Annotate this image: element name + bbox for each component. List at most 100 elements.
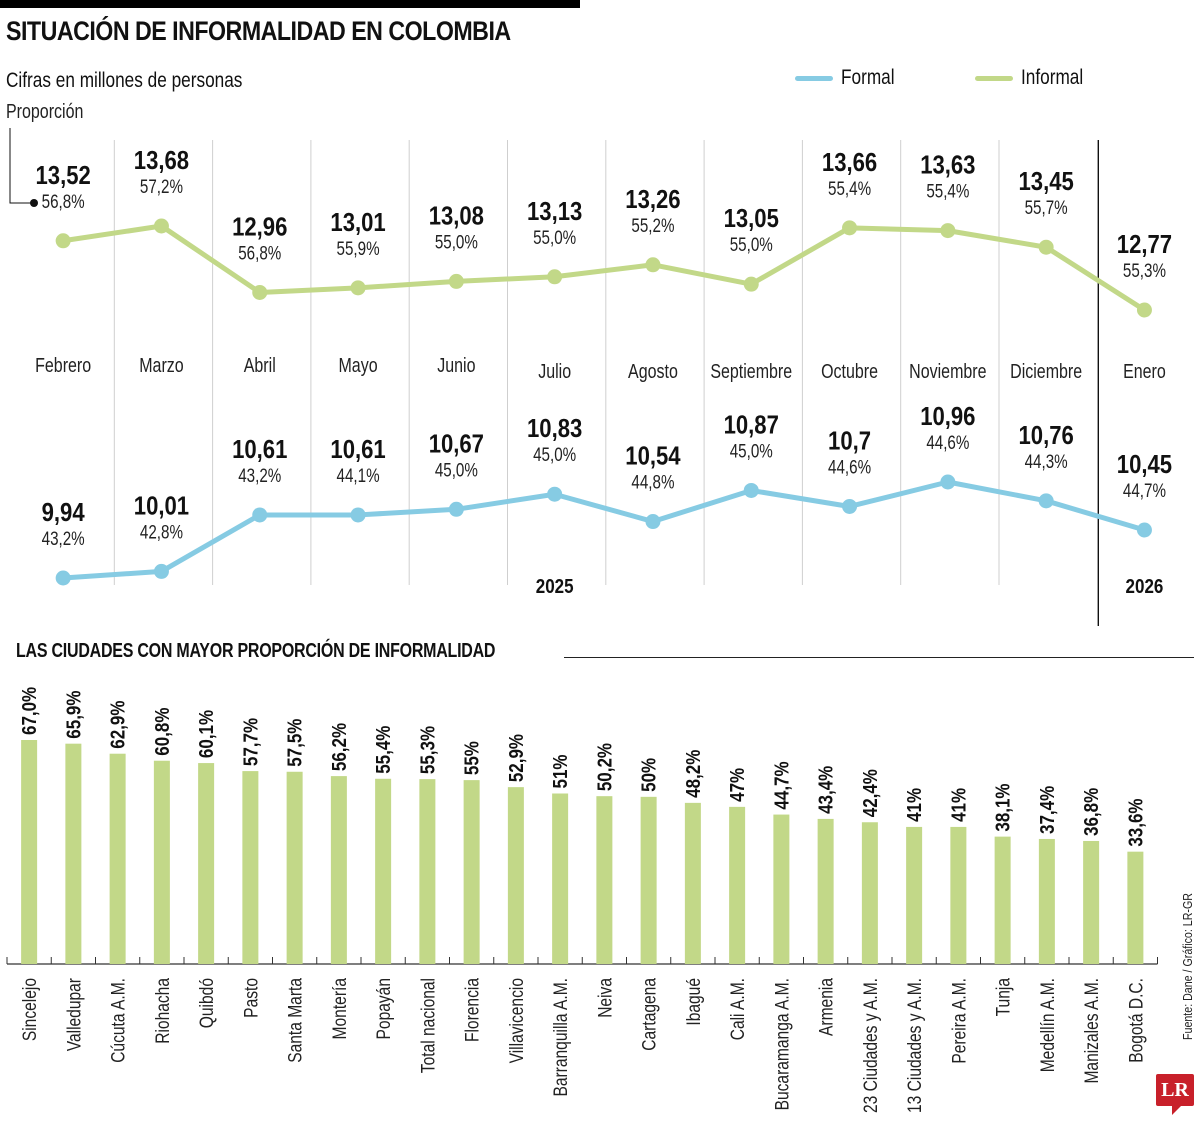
informal-value-label: 12,77 <box>1117 230 1172 259</box>
month-label: Mayo <box>338 354 377 376</box>
source-note: Fuente: Dane / Gráfico: LR-GR <box>1180 893 1195 1040</box>
bar-value-label: 65,9% <box>62 691 85 739</box>
formal-proportion-label: 42,8% <box>140 521 183 543</box>
formal-point <box>252 507 268 523</box>
bar-chart-title: LAS CIUDADES CON MAYOR PROPORCIÓN DE INF… <box>16 640 496 662</box>
informal-proportion-label: 55,2% <box>631 214 674 236</box>
bar-value-label: 55% <box>460 741 483 775</box>
bar <box>906 826 923 964</box>
proportion-pointer-line <box>9 128 33 204</box>
formal-value-label: 10,87 <box>724 411 779 440</box>
year-label: 2025 <box>536 575 574 598</box>
bar-category-label: Armenia <box>815 978 837 1036</box>
legend-item-informal: Informal <box>975 66 1097 90</box>
bar-category-label: Florencia <box>461 978 483 1042</box>
bar <box>153 760 170 964</box>
bar-value-label: 48,2% <box>682 750 705 798</box>
month-label: Diciembre <box>1010 360 1082 382</box>
bar-category-label: Neiva <box>594 978 616 1018</box>
bar-category-label: Total nacional <box>417 978 439 1073</box>
bar-value-label: 37,4% <box>1036 786 1059 834</box>
bar-value-label: 50,2% <box>593 743 616 791</box>
informal-point <box>547 269 563 285</box>
bar-category-label: Quibdó <box>196 978 218 1028</box>
bar-category-label: Cali A.M. <box>727 978 749 1040</box>
bar <box>21 740 38 964</box>
informal-value-label: 13,13 <box>527 197 582 226</box>
page-title: SITUACIÓN DE INFORMALIDAD EN COLOMBIA <box>6 16 511 46</box>
bar <box>1083 840 1100 964</box>
bar-category-label: 23 Ciudades y A.M. <box>859 978 881 1113</box>
bar-value-label: 60,1% <box>195 710 218 758</box>
month-label: Octubre <box>821 360 878 382</box>
bar-category-label: Cartagena <box>638 978 660 1051</box>
formal-proportion-label: 44,6% <box>926 431 969 453</box>
formal-point <box>645 514 661 530</box>
formal-point <box>55 570 71 586</box>
formal-point <box>842 498 858 514</box>
bar <box>994 836 1011 964</box>
bar-category-label: Pereira A.M. <box>948 978 970 1064</box>
informal-point <box>448 273 464 289</box>
bar-category-label: Villavicencio <box>505 978 527 1063</box>
bar-value-label: 57,5% <box>283 719 306 767</box>
informal-proportion-label: 55,0% <box>730 233 773 255</box>
year-label: 2026 <box>1126 575 1164 598</box>
formal-value-label: 10,96 <box>920 402 975 431</box>
formal-value-label: 10,45 <box>1117 450 1172 479</box>
formal-point <box>448 501 464 517</box>
bar-value-label: 52,9% <box>505 734 528 782</box>
bar <box>242 771 259 964</box>
formal-proportion-label: 44,1% <box>337 464 380 486</box>
bar-category-label: Bucaramanga A.M. <box>771 978 793 1110</box>
bar <box>684 802 701 964</box>
bar-value-label: 36,8% <box>1080 788 1103 836</box>
month-label: Febrero <box>35 354 91 376</box>
bar <box>552 793 569 964</box>
header-rule <box>0 0 580 8</box>
bar-value-label: 41% <box>947 788 970 822</box>
bar <box>375 778 392 964</box>
bar-value-label: 67,0% <box>18 687 41 735</box>
bar-category-label: Popayán <box>373 978 395 1039</box>
bar <box>507 787 524 964</box>
line-chart: 13,5256,8%13,6857,2%12,9656,8%13,0155,9%… <box>9 128 1172 626</box>
bar-category-label: Medellín A.M. <box>1036 978 1058 1072</box>
bar <box>950 826 967 964</box>
bar-category-label: Montería <box>328 978 350 1040</box>
informal-value-label: 13,68 <box>134 146 189 175</box>
bar-category-label: Barranquilla A.M. <box>550 978 572 1097</box>
informal-value-label: 12,96 <box>232 213 287 242</box>
proportion-pointer-dot <box>30 199 38 207</box>
informal-proportion-label: 55,4% <box>828 177 871 199</box>
bar <box>817 818 834 964</box>
formal-proportion-label: 43,2% <box>238 464 281 486</box>
formal-proportion-label: 44,6% <box>828 456 871 478</box>
chart-subtitle: Cifras en millones de personas <box>6 69 243 92</box>
formal-point <box>743 482 759 498</box>
formal-proportion-label: 44,8% <box>631 471 674 493</box>
informal-proportion-label: 56,8% <box>42 190 85 212</box>
formal-point <box>153 563 169 579</box>
informal-value-label: 13,08 <box>429 202 484 231</box>
bar <box>640 796 657 964</box>
bar <box>419 779 436 964</box>
informal-point <box>55 233 71 249</box>
informal-point <box>252 284 268 300</box>
legend-item-formal: Formal <box>795 66 906 90</box>
informal-value-label: 13,01 <box>330 208 385 237</box>
bar-value-label: 55,3% <box>416 726 439 774</box>
legend-swatch-informal <box>975 75 1013 81</box>
informal-point <box>645 257 661 273</box>
formal-value-label: 10,7 <box>828 427 871 456</box>
formal-value-label: 9,94 <box>42 498 86 527</box>
bar-value-label: 42,4% <box>859 769 882 817</box>
lr-logo: LR <box>1156 1074 1194 1115</box>
bar-value-label: 41% <box>903 788 926 822</box>
bar <box>729 806 746 964</box>
bar <box>198 763 215 964</box>
bar-value-label: 43,4% <box>814 766 837 814</box>
bar-value-label: 38,1% <box>991 783 1014 831</box>
month-label: Marzo <box>139 354 183 376</box>
month-label: Septiembre <box>710 360 792 382</box>
